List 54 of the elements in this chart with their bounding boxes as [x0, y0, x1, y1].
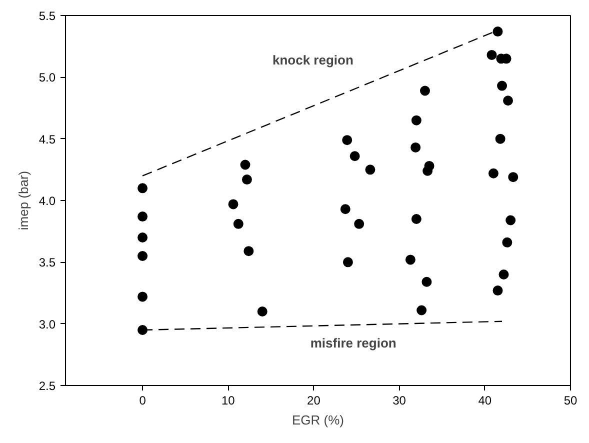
point — [138, 212, 148, 222]
point — [138, 251, 148, 261]
point — [502, 237, 512, 248]
y-axis-title: imep (bar) — [16, 170, 31, 230]
x-tick-label: 30 — [392, 394, 406, 408]
point — [498, 270, 509, 280]
point — [410, 142, 421, 152]
annotation: misfire region — [310, 335, 396, 350]
point — [492, 26, 503, 37]
point — [233, 218, 244, 229]
x-tick-label: 40 — [478, 394, 492, 408]
x-tick-label: 0 — [139, 394, 146, 408]
point — [138, 183, 148, 194]
annotation: knock region — [272, 52, 354, 68]
point — [365, 164, 376, 175]
point — [416, 305, 427, 316]
point — [138, 232, 148, 242]
y-tick-label: 2.5 — [38, 379, 56, 393]
point — [350, 151, 360, 162]
point — [342, 135, 352, 146]
point — [411, 214, 422, 224]
point — [242, 174, 252, 185]
point — [492, 286, 503, 296]
y-tick-label: 5.5 — [38, 9, 56, 23]
x-tick-label: 20 — [307, 394, 321, 408]
point — [340, 204, 350, 214]
y-tick-label: 3.0 — [38, 317, 56, 332]
point — [354, 218, 364, 229]
x-tick-label: 10 — [221, 394, 236, 408]
point — [508, 172, 518, 182]
point — [424, 160, 434, 171]
point — [420, 86, 430, 96]
point — [503, 96, 514, 106]
y-tick-label: 4.0 — [38, 194, 56, 208]
x-tick-label: 50 — [564, 394, 578, 408]
point — [342, 257, 353, 268]
point — [257, 306, 268, 316]
point — [228, 199, 238, 210]
point — [138, 325, 148, 335]
point — [244, 246, 254, 256]
point — [405, 254, 416, 265]
point — [495, 134, 506, 144]
y-tick-label: 5.0 — [38, 70, 56, 85]
point — [422, 276, 432, 287]
point — [240, 160, 250, 170]
point — [486, 50, 497, 60]
point — [488, 168, 498, 178]
y-tick-label: 4.5 — [38, 132, 56, 146]
point — [497, 80, 508, 91]
point — [138, 292, 148, 302]
y-tick-label: 3.5 — [38, 256, 56, 270]
point — [506, 215, 516, 226]
point — [411, 115, 422, 126]
x-axis-title: EGR (%) — [292, 412, 344, 428]
